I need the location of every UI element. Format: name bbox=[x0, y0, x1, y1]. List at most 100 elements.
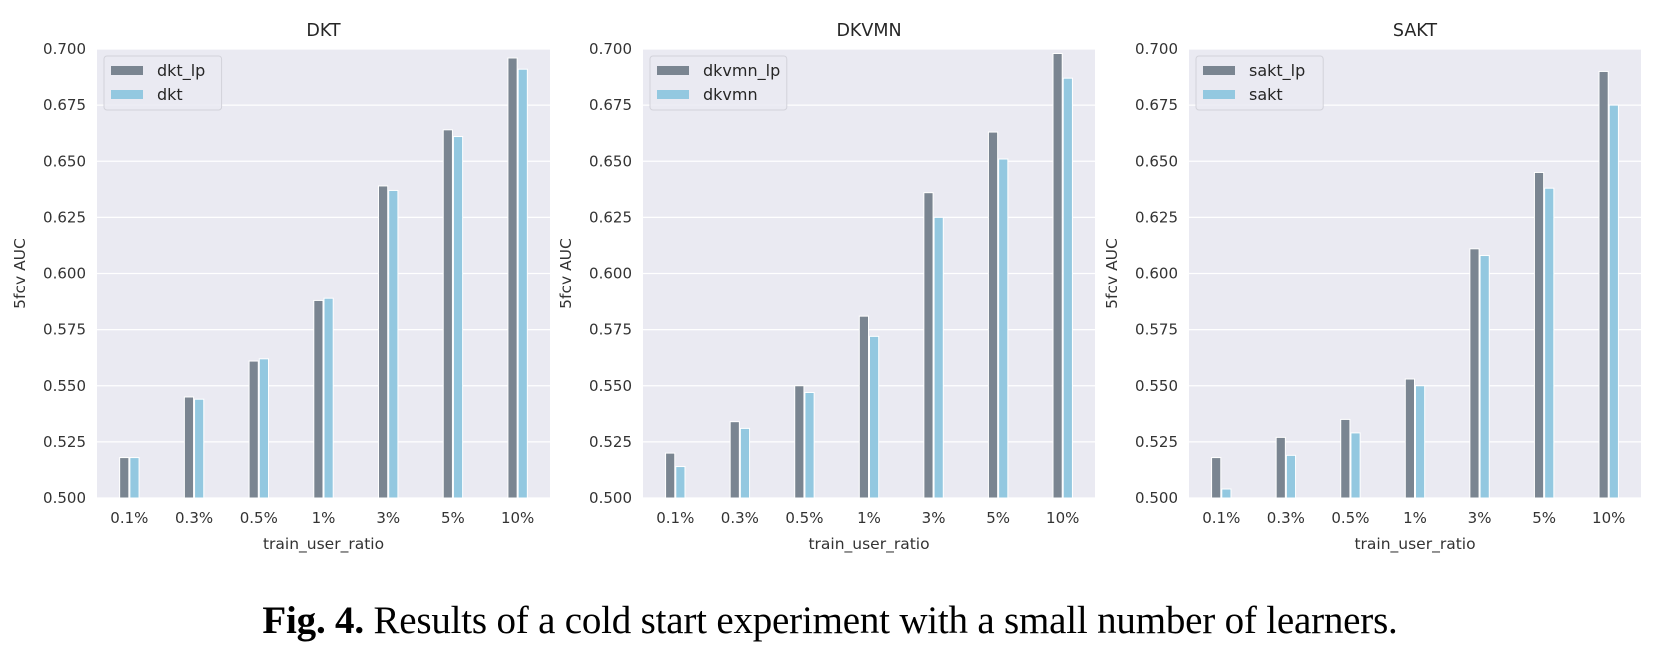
y-axis-label: 5fcv AUC bbox=[1103, 238, 1121, 309]
x-axis-label: train_user_ratio bbox=[1354, 535, 1475, 554]
caption-label: Fig. 4. bbox=[262, 599, 364, 642]
bar-dkvmn_lp-3pct bbox=[923, 192, 934, 499]
legend-label: sakt_lp bbox=[1249, 61, 1305, 81]
chart-title: DKVMN bbox=[836, 21, 901, 41]
bar-sakt-3pct bbox=[1479, 255, 1490, 499]
y-tick-label: 0.675 bbox=[1135, 96, 1178, 114]
bar-dkvmn-0_1pct bbox=[675, 466, 686, 499]
bar-dkt_lp-1pct bbox=[313, 299, 324, 499]
bar-dkt_lp-3pct bbox=[378, 185, 389, 499]
y-tick-label: 0.700 bbox=[589, 40, 632, 58]
x-tick-label: 0.5% bbox=[1331, 509, 1369, 527]
bar-dkvmn-0_3pct bbox=[739, 427, 751, 499]
x-tick-label: 0.3% bbox=[721, 509, 759, 527]
y-tick-label: 0.625 bbox=[43, 208, 86, 226]
bar-dkt-0_3pct bbox=[194, 398, 205, 499]
bar-sakt_lp-3pct bbox=[1469, 248, 1480, 499]
legend-swatch-dkvmn bbox=[657, 90, 689, 99]
x-tick-label: 0.3% bbox=[175, 509, 213, 527]
bar-dkvmn-1pct bbox=[869, 335, 880, 499]
bar-dkvmn-10pct bbox=[1062, 77, 1073, 499]
y-tick-label: 0.500 bbox=[1135, 489, 1178, 507]
x-tick-label: 0.1% bbox=[1202, 509, 1240, 527]
x-tick-label: 1% bbox=[1403, 509, 1427, 527]
bar-sakt_lp-1pct bbox=[1404, 378, 1416, 499]
x-tick-label: 0.3% bbox=[1267, 509, 1305, 527]
x-tick-label: 0.1% bbox=[656, 509, 694, 527]
legend-label: dkt bbox=[157, 85, 183, 104]
bar-dkvmn-0_5pct bbox=[804, 391, 815, 499]
y-tick-label: 0.550 bbox=[1135, 377, 1178, 395]
y-tick-label: 0.600 bbox=[1135, 265, 1178, 283]
bar-dkt-5pct bbox=[452, 136, 464, 499]
y-tick-label: 0.550 bbox=[43, 377, 86, 395]
bar-sakt-5pct bbox=[1544, 187, 1555, 499]
bar-sakt-10pct bbox=[1608, 104, 1619, 499]
bar-dkt-0_5pct bbox=[258, 358, 269, 499]
legend-swatch-dkt bbox=[111, 90, 143, 99]
bar-sakt-1pct bbox=[1415, 385, 1426, 499]
y-tick-label: 0.575 bbox=[589, 321, 632, 339]
y-tick-label: 0.625 bbox=[1135, 208, 1178, 226]
bar-dkt-10pct bbox=[517, 68, 528, 499]
x-tick-label: 0.5% bbox=[785, 509, 823, 527]
legend-label: dkt_lp bbox=[157, 61, 205, 81]
y-tick-label: 0.525 bbox=[1135, 433, 1178, 451]
chart-title: DKT bbox=[306, 21, 341, 41]
legend-swatch-dkt_lp bbox=[111, 66, 143, 75]
x-tick-label: 5% bbox=[1532, 509, 1556, 527]
x-tick-label: 1% bbox=[857, 509, 881, 527]
y-tick-label: 0.525 bbox=[589, 433, 632, 451]
chart-panel-dkt: 0.500 0.525 0.550 0.575 0.600 0.625 0.650 0.675… bbox=[11, 21, 550, 554]
bar-dkvmn_lp-0_5pct bbox=[794, 385, 805, 499]
bar-sakt_lp-5pct bbox=[1533, 171, 1545, 499]
bar-sakt_lp-10pct bbox=[1598, 70, 1609, 499]
bar-sakt_lp-0_1pct bbox=[1211, 457, 1222, 499]
bar-dkt-0_1pct bbox=[129, 457, 140, 499]
bar-dkt_lp-0_3pct bbox=[183, 396, 195, 499]
bar-sakt-0_5pct bbox=[1350, 432, 1361, 499]
y-tick-label: 0.600 bbox=[589, 265, 632, 283]
y-tick-label: 0.700 bbox=[43, 40, 86, 58]
bar-sakt_lp-0_5pct bbox=[1340, 418, 1351, 499]
y-tick-label: 0.525 bbox=[43, 433, 86, 451]
x-axis-label: train_user_ratio bbox=[263, 535, 384, 554]
y-axis-label: 5fcv AUC bbox=[11, 238, 29, 309]
bar-sakt-0_1pct bbox=[1221, 488, 1232, 499]
bar-dkt_lp-10pct bbox=[507, 57, 518, 499]
legend-swatch-sakt_lp bbox=[1203, 66, 1235, 75]
chart-panel-sakt: 0.500 0.525 0.550 0.575 0.600 0.625 0.650 0.675… bbox=[1103, 21, 1641, 554]
x-tick-label: 5% bbox=[986, 509, 1010, 527]
bar-dkvmn_lp-0_1pct bbox=[665, 452, 676, 499]
y-tick-label: 0.650 bbox=[1135, 152, 1178, 170]
legend-label: dkvmn bbox=[703, 85, 758, 104]
x-tick-label: 0.1% bbox=[110, 509, 148, 527]
bar-dkvmn-3pct bbox=[933, 216, 944, 499]
y-tick-label: 0.600 bbox=[43, 265, 86, 283]
bar-dkt_lp-0_5pct bbox=[248, 360, 259, 499]
bar-dkvmn_lp-10pct bbox=[1052, 52, 1063, 499]
figure-caption: Fig. 4. Results of a cold start experime… bbox=[0, 598, 1660, 643]
legend-swatch-dkvmn_lp bbox=[657, 66, 689, 75]
bar-dkt_lp-5pct bbox=[442, 129, 453, 499]
y-tick-label: 0.500 bbox=[43, 489, 86, 507]
bar-sakt_lp-0_3pct bbox=[1275, 436, 1286, 499]
x-axis-label: train_user_ratio bbox=[808, 535, 929, 554]
bar-dkvmn_lp-0_3pct bbox=[729, 421, 740, 499]
y-axis-label: 5fcv AUC bbox=[557, 238, 575, 309]
y-tick-label: 0.575 bbox=[43, 321, 86, 339]
figure: 0.500 0.525 0.550 0.575 0.600 0.625 0.650 0.675… bbox=[11, 21, 1641, 554]
bar-dkvmn_lp-5pct bbox=[987, 131, 999, 499]
bar-dkt_lp-0_1pct bbox=[119, 457, 130, 499]
bar-dkvmn-5pct bbox=[998, 158, 1009, 499]
legend-label: dkvmn_lp bbox=[703, 61, 780, 81]
y-tick-label: 0.700 bbox=[1135, 40, 1178, 58]
legend-label: sakt bbox=[1249, 85, 1283, 104]
x-tick-label: 5% bbox=[441, 509, 465, 527]
chart-title: SAKT bbox=[1393, 21, 1438, 41]
caption-text: Results of a cold start experiment with … bbox=[363, 599, 1398, 642]
x-tick-label: 3% bbox=[376, 509, 400, 527]
